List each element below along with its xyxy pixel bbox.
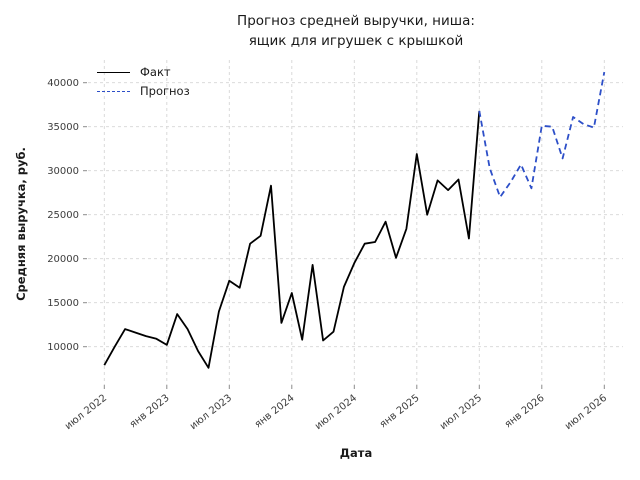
x-tick-label: июл 2025 <box>438 393 484 432</box>
fact-line-swatch-icon <box>97 71 130 73</box>
y-tick-label: 20000 <box>47 254 79 265</box>
chart-title-line2: ящик для игрушек с крышкой <box>248 32 464 49</box>
y-tick-label: 40000 <box>47 78 79 89</box>
y-tick-label: 35000 <box>47 122 79 133</box>
y-axis-label: Средняя выручка, руб. <box>14 147 28 301</box>
x-tick-label: июл 2023 <box>188 393 234 432</box>
y-tick-label: 25000 <box>47 210 79 221</box>
legend-fact-label: Факт <box>140 65 171 79</box>
x-tick-label: янв 2024 <box>253 393 297 431</box>
chart-title-line1: Прогноз средней выручки, ниша: <box>237 13 475 29</box>
forecast-line-swatch-icon <box>97 90 130 92</box>
x-tick-label: янв 2025 <box>378 393 422 431</box>
x-tick-label: июл 2026 <box>563 393 609 432</box>
legend-item-forecast: Прогноз <box>97 84 190 98</box>
x-tick-label: июл 2024 <box>313 393 359 432</box>
y-tick-label: 10000 <box>47 342 79 353</box>
y-tick-label: 15000 <box>47 298 79 309</box>
x-axis-label: Дата <box>339 446 373 460</box>
fact-line <box>103 110 481 369</box>
x-tick-label: июл 2022 <box>63 393 109 432</box>
x-tick-label: янв 2026 <box>503 393 547 431</box>
y-tick-label: 30000 <box>47 166 79 177</box>
x-tick-label: янв 2023 <box>128 393 172 431</box>
chart-legend: Факт Прогноз <box>97 65 190 98</box>
chart-title: Прогноз средней выручки, ниша: ящик для … <box>237 12 475 51</box>
legend-item-fact: Факт <box>97 65 190 79</box>
legend-forecast-label: Прогноз <box>140 84 190 98</box>
